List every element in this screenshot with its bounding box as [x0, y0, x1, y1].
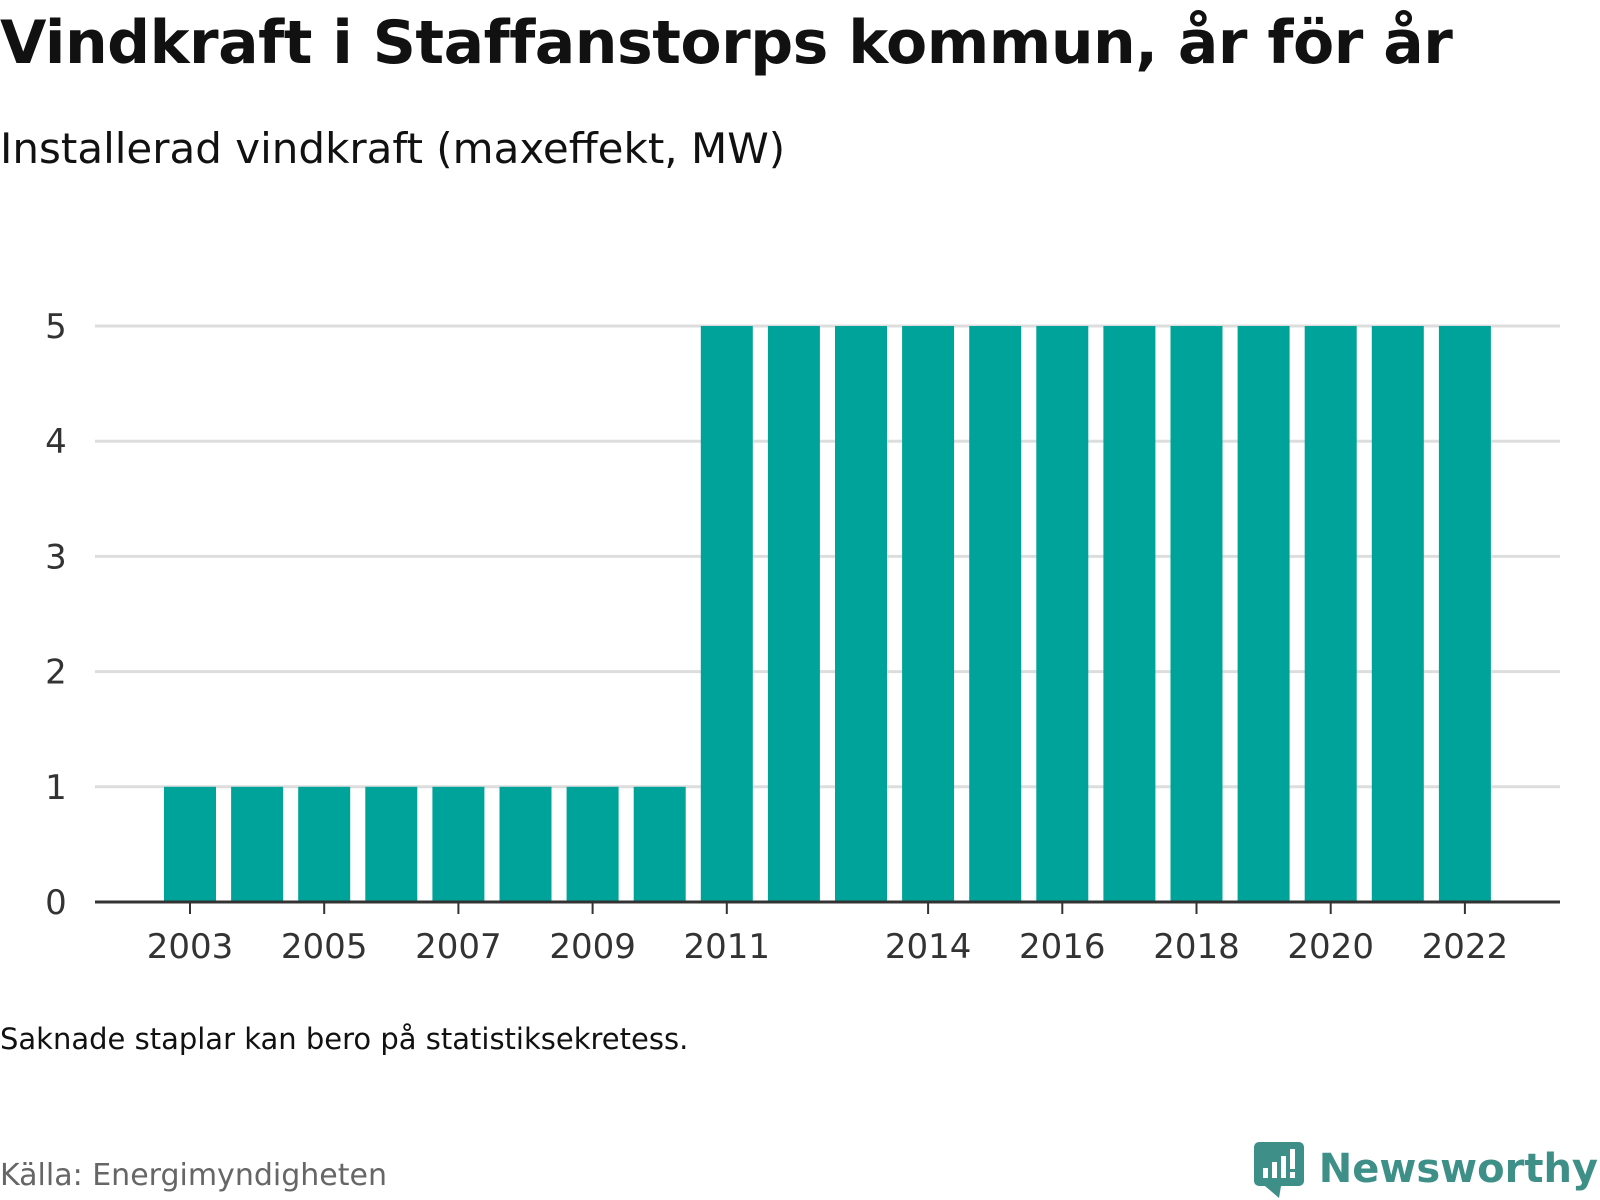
- footnote: Saknade staplar kan bero på statistiksek…: [0, 1022, 689, 1056]
- y-tick-label: 0: [45, 883, 67, 923]
- y-tick-label: 3: [45, 537, 67, 577]
- bar-2019: [1237, 326, 1290, 902]
- bar-2012: [767, 326, 820, 902]
- x-tick-label: 2014: [885, 927, 972, 967]
- y-tick-label: 1: [45, 768, 67, 808]
- x-tick-label: 2003: [147, 927, 234, 967]
- x-tick-label: 2020: [1287, 927, 1374, 967]
- bar-2003: [164, 786, 216, 902]
- y-tick-label: 2: [45, 653, 67, 693]
- bar-chart: 0 1 2 3 4 5 2003 2005 2007 2009 2011 2014 2016 2018 20…: [45, 307, 1560, 967]
- bar-2007: [432, 786, 485, 902]
- x-tick-label: 2018: [1153, 927, 1240, 967]
- brand-logo: Newsworthy: [1253, 1140, 1598, 1198]
- bar-2020: [1304, 326, 1357, 902]
- bar-2006: [365, 786, 418, 902]
- x-tick-label: 2009: [549, 927, 636, 967]
- bar-2015: [969, 326, 1022, 902]
- bar-2022: [1438, 326, 1491, 902]
- bar-2013: [835, 326, 887, 902]
- newsworthy-logo-icon: [1253, 1142, 1304, 1198]
- x-tick-label: 2005: [281, 927, 368, 967]
- bar-2014: [902, 326, 955, 902]
- bar-2011: [700, 326, 753, 902]
- bar-2017: [1103, 326, 1156, 902]
- bar-2018: [1170, 326, 1223, 902]
- y-tick-label: 4: [45, 422, 67, 462]
- bar-2009: [566, 786, 619, 902]
- bar-2004: [231, 786, 284, 902]
- y-tick-label: 5: [45, 307, 67, 347]
- x-tick-label: 2016: [1019, 927, 1106, 967]
- chart-title: Vindkraft i Staffanstorps kommun, år för…: [0, 8, 1453, 78]
- bar-2008: [499, 786, 552, 902]
- bars: [164, 326, 1491, 902]
- x-tick-label: 2011: [684, 927, 771, 967]
- bar-2005: [298, 786, 351, 902]
- x-tick-label: 2022: [1422, 927, 1509, 967]
- x-tick-label: 2007: [415, 927, 502, 967]
- bar-2016: [1036, 326, 1089, 902]
- chart-subtitle: Installerad vindkraft (maxeffekt, MW): [0, 124, 786, 173]
- bar-2021: [1371, 326, 1424, 902]
- bar-2010: [633, 786, 686, 902]
- source-label: Källa: Energimyndigheten: [0, 1158, 387, 1193]
- axes: 0 1 2 3 4 5 2003 2005 2007 2009 2011 2014 2016 2018 20…: [45, 307, 1560, 967]
- brand-name: Newsworthy: [1318, 1146, 1598, 1192]
